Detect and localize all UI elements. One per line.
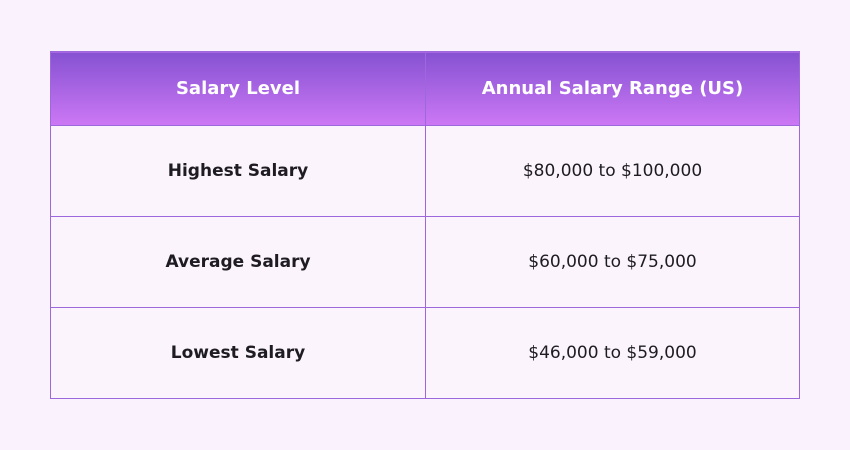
header-salary-level: Salary Level bbox=[50, 51, 426, 126]
salary-range-cell: $60,000 to $75,000 bbox=[425, 216, 800, 308]
salary-level-cell: Highest Salary bbox=[50, 125, 426, 217]
table-row: Average Salary $60,000 to $75,000 bbox=[50, 216, 800, 308]
salary-table: Salary Level Annual Salary Range (US) Hi… bbox=[50, 51, 800, 399]
salary-range-cell: $80,000 to $100,000 bbox=[425, 125, 800, 217]
table-row: Highest Salary $80,000 to $100,000 bbox=[50, 125, 800, 217]
salary-range-cell: $46,000 to $59,000 bbox=[425, 307, 800, 399]
header-row: Salary Level Annual Salary Range (US) bbox=[50, 51, 800, 126]
salary-level-cell: Lowest Salary bbox=[50, 307, 426, 399]
salary-level-cell: Average Salary bbox=[50, 216, 426, 308]
header-annual-salary-range: Annual Salary Range (US) bbox=[425, 51, 800, 126]
table-row: Lowest Salary $46,000 to $59,000 bbox=[50, 307, 800, 399]
